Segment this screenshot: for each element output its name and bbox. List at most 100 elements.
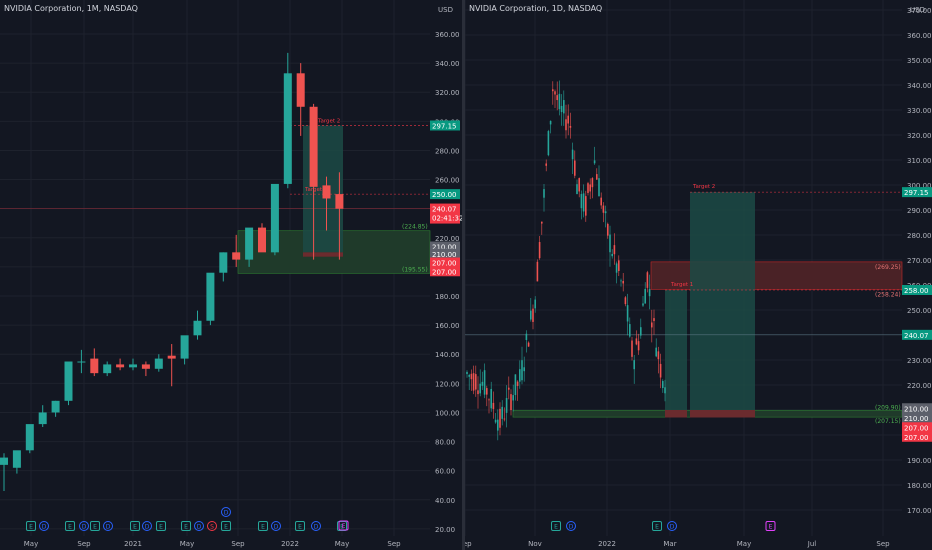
candle-body[interactable] — [580, 194, 583, 209]
candle-body[interactable] — [492, 402, 495, 409]
candle-body[interactable] — [571, 149, 574, 160]
long-position-stop-zone[interactable] — [690, 410, 755, 418]
candle-body[interactable] — [521, 360, 523, 381]
dividend-marker-icon[interactable] — [194, 521, 204, 531]
candle-body[interactable] — [589, 184, 591, 192]
candle-body[interactable] — [591, 178, 594, 188]
candle-body[interactable] — [527, 342, 530, 347]
candle-body[interactable] — [12, 450, 21, 468]
candle-body[interactable] — [558, 93, 561, 110]
earnings-marker-icon[interactable] — [258, 521, 268, 531]
candle-body[interactable] — [490, 388, 492, 409]
candle-body[interactable] — [466, 371, 468, 375]
candle-body[interactable] — [646, 272, 649, 288]
candle-body[interactable] — [510, 394, 512, 411]
candle-body[interactable] — [618, 260, 620, 271]
candle-body[interactable] — [470, 373, 473, 380]
candle-body[interactable] — [657, 351, 660, 360]
candle-body[interactable] — [245, 227, 254, 260]
earnings-marker-icon[interactable] — [156, 521, 166, 531]
candle-body[interactable] — [554, 91, 556, 95]
dividend-marker-icon[interactable] — [103, 521, 113, 531]
candle-body[interactable] — [475, 374, 477, 390]
right-chart-canvas[interactable]: 370.00 360.00 350.00 340.00 330.00 320.00 310.… — [465, 0, 932, 550]
candle-body[interactable] — [609, 234, 611, 253]
split-marker-icon[interactable] — [207, 521, 217, 531]
earnings-marker-icon[interactable] — [551, 521, 561, 531]
candle-body[interactable] — [552, 89, 554, 92]
dividend-marker-icon[interactable] — [221, 507, 231, 517]
dividend-marker-icon[interactable] — [566, 521, 576, 531]
candle-body[interactable] — [633, 360, 635, 370]
candle-body[interactable] — [477, 390, 479, 395]
candle-body[interactable] — [574, 160, 576, 176]
candle-body[interactable] — [563, 100, 565, 114]
candle-body[interactable] — [615, 263, 618, 273]
candle-body[interactable] — [631, 340, 633, 357]
candle-body[interactable] — [494, 419, 497, 423]
earnings-marker-icon[interactable] — [130, 521, 140, 531]
candle-body[interactable] — [549, 120, 552, 125]
candle-body[interactable] — [90, 358, 99, 374]
candle-body[interactable] — [622, 280, 624, 284]
candle-body[interactable] — [64, 361, 73, 401]
candle-body[interactable] — [479, 383, 481, 394]
candle-body[interactable] — [270, 183, 279, 253]
candle-body[interactable] — [483, 370, 486, 395]
candle-body[interactable] — [659, 363, 662, 378]
candle-body[interactable] — [283, 73, 292, 184]
candle-body[interactable] — [481, 381, 484, 386]
dividend-marker-icon[interactable] — [667, 521, 677, 531]
long-position-stop-zone[interactable] — [303, 252, 343, 257]
earnings-marker-icon[interactable] — [652, 521, 662, 531]
candle-body[interactable] — [587, 183, 589, 193]
candle-body[interactable] — [129, 364, 137, 368]
dividend-marker-icon[interactable] — [39, 521, 49, 531]
candle-body[interactable] — [258, 227, 266, 253]
candle-body[interactable] — [582, 193, 585, 212]
candle-body[interactable] — [296, 73, 305, 107]
candle-body[interactable] — [624, 297, 627, 305]
earnings-marker-icon[interactable] — [65, 521, 75, 531]
earnings-marker-icon[interactable] — [295, 521, 305, 531]
dividend-marker-icon[interactable] — [142, 521, 152, 531]
candle-body[interactable] — [525, 333, 528, 340]
candle-body[interactable] — [567, 115, 569, 124]
candle-body[interactable] — [309, 106, 318, 187]
candle-body[interactable] — [77, 361, 86, 363]
candle-body[interactable] — [626, 305, 629, 322]
candle-body[interactable] — [167, 355, 176, 359]
candle-body[interactable] — [576, 184, 578, 194]
candle-body[interactable] — [51, 400, 60, 413]
candle-body[interactable] — [543, 189, 545, 198]
candle-body[interactable] — [653, 318, 655, 322]
candle-body[interactable] — [569, 126, 572, 128]
candle-body[interactable] — [604, 211, 607, 214]
candle-body[interactable] — [565, 119, 567, 131]
candle-body[interactable] — [664, 387, 666, 394]
earnings-marker-icon[interactable] — [26, 521, 36, 531]
candle-body[interactable] — [486, 388, 488, 395]
candle-body[interactable] — [514, 374, 517, 396]
candle-body[interactable] — [532, 308, 534, 322]
long-position-stop-zone-2[interactable] — [665, 410, 687, 418]
candle-body[interactable] — [488, 399, 490, 401]
long-position-profit-zone[interactable] — [690, 192, 755, 410]
candle-body[interactable] — [516, 381, 519, 386]
candle-body[interactable] — [501, 406, 503, 419]
candle-body[interactable] — [512, 395, 514, 401]
candle-body[interactable] — [607, 223, 609, 236]
candle-body[interactable] — [585, 196, 587, 216]
candle-body[interactable] — [648, 289, 651, 297]
candle-body[interactable] — [547, 131, 550, 156]
candle-body[interactable] — [593, 160, 596, 164]
right-chart-pane[interactable]: 370.00 360.00 350.00 340.00 330.00 320.00 310.… — [465, 0, 932, 550]
candle-body[interactable] — [642, 303, 644, 306]
candle-body[interactable] — [193, 320, 202, 336]
candle-body[interactable] — [635, 338, 638, 345]
candle-body[interactable] — [505, 398, 508, 413]
candle-body[interactable] — [38, 412, 47, 425]
candle-body[interactable] — [545, 163, 547, 166]
pane-divider[interactable] — [462, 0, 465, 550]
candle-body[interactable] — [335, 194, 344, 209]
